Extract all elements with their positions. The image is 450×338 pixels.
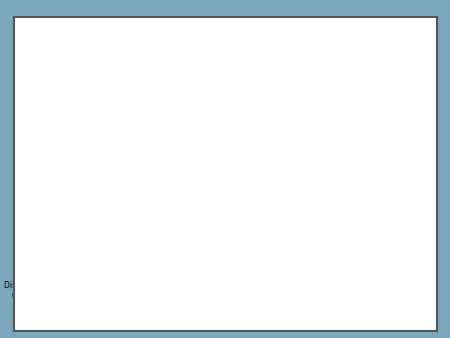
- FancyBboxPatch shape: [68, 209, 119, 234]
- Text: Continue with Sem 1 MTS -
discuss your progress with
your teacher: Continue with Sem 1 MTS - discuss your p…: [140, 128, 243, 158]
- FancyBboxPatch shape: [312, 240, 358, 265]
- FancyBboxPatch shape: [337, 276, 400, 305]
- FancyBboxPatch shape: [238, 276, 297, 305]
- Text: Sem 1 Test 2
Result: < C
and needing an OP
course in yr 11: Sem 1 Test 2 Result: < C and needing an …: [138, 163, 211, 203]
- FancyBboxPatch shape: [295, 169, 375, 198]
- FancyBboxPatch shape: [138, 168, 210, 199]
- Text: YEAR 10 2010: YEAR 10 2010: [293, 29, 343, 35]
- Text: Test B
Result: C: Test B Result: C: [320, 246, 351, 259]
- Text: Continue with
Sem 1 MTS: Continue with Sem 1 MTS: [283, 133, 336, 152]
- Text: Result:
< 60% on Tests: Result: < 60% on Tests: [14, 212, 72, 231]
- Text: Year 10: Year 10: [159, 47, 223, 62]
- FancyBboxPatch shape: [274, 128, 346, 157]
- FancyBboxPatch shape: [83, 276, 147, 305]
- Text: SUBJECT CHOICE FLOWCHART FOR MATHS: SUBJECT CHOICE FLOWCHART FOR MATHS: [31, 27, 243, 35]
- Text: Sem 1 Test 2 Result: A,
B or C(high): Sem 1 Test 2 Result: A, B or C(high): [291, 174, 378, 193]
- FancyBboxPatch shape: [149, 86, 234, 118]
- FancyBboxPatch shape: [37, 171, 100, 196]
- Text: Consider
Core Maths Sem1
-consult teacher/HoD/GO: Consider Core Maths Sem1 -consult teache…: [21, 128, 116, 158]
- FancyBboxPatch shape: [221, 240, 271, 265]
- FancyBboxPatch shape: [286, 25, 350, 39]
- FancyBboxPatch shape: [31, 86, 107, 118]
- FancyBboxPatch shape: [31, 128, 107, 157]
- Text: Maths B or
Maths B and C: Maths B or Maths B and C: [341, 281, 396, 300]
- Text: Test A
Result: ≥ C: Test A Result: ≥ C: [227, 246, 266, 259]
- FancyBboxPatch shape: [274, 86, 346, 118]
- Text: Sem 2
Core Maths: Sem 2 Core Maths: [47, 174, 90, 193]
- FancyBboxPatch shape: [350, 25, 413, 39]
- FancyBboxPatch shape: [208, 204, 276, 232]
- FancyBboxPatch shape: [215, 171, 278, 196]
- Text: Test B
Result: < C: Test B Result: < C: [273, 246, 312, 259]
- Text: Prevocational
Mathematics: Prevocational Mathematics: [89, 281, 141, 300]
- FancyBboxPatch shape: [352, 240, 403, 265]
- FancyBboxPatch shape: [18, 209, 68, 234]
- Text: Semester 2
Year 10 MAS
A-series: Semester 2 Year 10 MAS A-series: [218, 203, 266, 233]
- Text: Test B
Result: A or B: Test B Result: A or B: [354, 246, 401, 259]
- Text: Sem 1 Test 1
Result: >50 % and needing
an OP course in yr 11: Sem 1 Test 1 Result: >50 % and needing a…: [139, 87, 243, 117]
- FancyBboxPatch shape: [301, 204, 369, 232]
- Text: Always check that the
pathway that you are
on ends at the Year 11
subject that y: Always check that the pathway that you a…: [350, 58, 421, 86]
- Text: Sem 1 Test 1
Result: ≥ 50%: Sem 1 Test 1 Result: ≥ 50%: [283, 92, 337, 112]
- FancyBboxPatch shape: [149, 41, 234, 69]
- Text: Maths A: Maths A: [245, 285, 289, 295]
- Text: YEAR 11 2011: YEAR 11 2011: [354, 29, 409, 35]
- FancyBboxPatch shape: [270, 240, 316, 265]
- Text: Consider non
OP
strand: Consider non OP strand: [176, 287, 223, 307]
- FancyBboxPatch shape: [149, 127, 234, 158]
- Text: Result:
C (or >60% on tests): Result: C (or >60% on tests): [54, 212, 134, 231]
- FancyBboxPatch shape: [350, 45, 422, 97]
- FancyBboxPatch shape: [174, 240, 225, 265]
- Text: Sem 1 Test 1
Result: < 50 %
not OP bound in yr 11: Sem 1 Test 1 Result: < 50 % not OP bound…: [27, 87, 110, 117]
- Polygon shape: [179, 283, 221, 311]
- Text: Semester 2
Year 10 MBS
B-series: Semester 2 Year 10 MBS B-series: [311, 203, 359, 233]
- FancyBboxPatch shape: [11, 276, 75, 305]
- Text: Sem 1 Test 2
Result: ≥ C: Sem 1 Test 2 Result: ≥ C: [222, 174, 270, 193]
- Text: Discuss options with
teacher/HoD/GO: Discuss options with teacher/HoD/GO: [4, 281, 82, 300]
- Text: Test A
Result: < C: Test A Result: < C: [180, 246, 219, 259]
